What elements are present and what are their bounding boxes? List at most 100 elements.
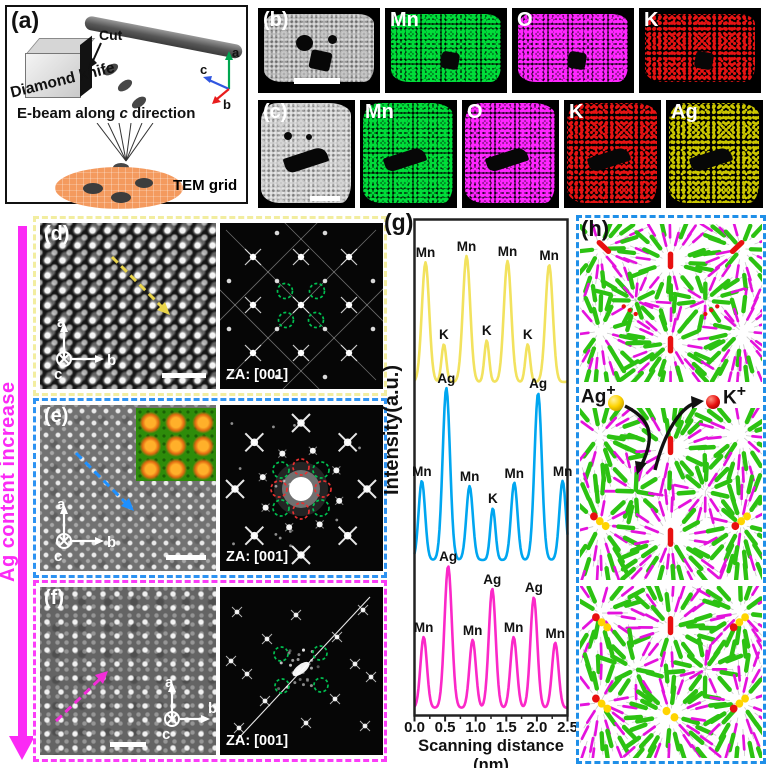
scale-bar xyxy=(294,78,340,84)
mno6-rod xyxy=(602,447,613,468)
mno6-rod xyxy=(583,295,594,314)
ebeam-label: E-beam along c direction xyxy=(17,105,196,122)
mno6-rod xyxy=(591,306,600,325)
mno6-rod xyxy=(721,336,736,352)
mno6-rod-thin xyxy=(699,735,714,746)
mno6-rod xyxy=(746,596,762,610)
mno6-rod xyxy=(674,544,687,563)
mno6-rod-thin xyxy=(704,649,709,666)
mno6-rod xyxy=(612,599,632,610)
peak-label: Ag xyxy=(524,580,543,596)
mno6-rod-thin xyxy=(690,717,707,722)
mno6-rod xyxy=(603,371,610,382)
mno6-rod-thin xyxy=(609,706,624,715)
mno6-rod xyxy=(695,265,715,273)
mno6-rod xyxy=(747,740,755,758)
mno6-rod-thin xyxy=(613,450,625,464)
mno6-rod-thin xyxy=(678,723,691,737)
mno6-rod xyxy=(675,365,684,382)
mno6-rod-thin xyxy=(611,510,627,520)
map-element-label: K xyxy=(644,9,659,31)
mno6-rod xyxy=(746,474,755,495)
mno6-rod-thin xyxy=(592,545,598,562)
fft-spot xyxy=(297,349,305,357)
scale-bar xyxy=(162,373,206,378)
x-tick-label: 1.0 xyxy=(465,719,487,736)
mno6-rod xyxy=(724,628,736,648)
fft-spot xyxy=(277,687,281,691)
panel-a-label: (a) xyxy=(11,7,40,33)
mno6-rod-thin xyxy=(707,266,720,278)
mno6-rod xyxy=(593,288,613,297)
mno6-rod-thin xyxy=(699,224,714,232)
mno6-rod xyxy=(716,586,732,602)
mno6-rod xyxy=(621,549,640,560)
mno6-rod-thin xyxy=(623,286,635,299)
panel-b-haadf: (b) xyxy=(258,8,380,93)
mno6-rod xyxy=(676,564,685,580)
mno6-rod-thin xyxy=(620,615,637,621)
mno6-rod xyxy=(626,640,635,661)
mno6-rod xyxy=(749,525,762,533)
graphic-primitive xyxy=(220,223,318,321)
mno6-rod xyxy=(749,494,762,513)
mno6-rod xyxy=(751,224,762,239)
mno6-rod-thin xyxy=(644,525,660,534)
map-element-label: Mn xyxy=(365,101,394,123)
peak-label: Mn xyxy=(503,620,524,635)
mno6-rod xyxy=(621,724,637,741)
mno6-rod xyxy=(583,461,593,481)
fft-spot xyxy=(322,374,328,380)
mno6-rod xyxy=(640,698,658,711)
crystal-structure-k-rich xyxy=(580,224,762,382)
mno6-rod xyxy=(642,247,660,259)
mno6-rod-thin xyxy=(671,586,675,597)
ag-ion-label: Ag+ xyxy=(581,382,616,408)
graphic-primitive xyxy=(220,289,320,389)
peak-label: K xyxy=(487,491,498,507)
mno6-rod xyxy=(590,283,598,303)
zone-axis-label: ZA: [001] xyxy=(226,733,289,749)
eds-map xyxy=(645,14,755,82)
fft-spot xyxy=(238,467,242,470)
mno6-rod-thin xyxy=(581,617,595,630)
guest-ion-capsule xyxy=(729,239,745,255)
mno6-rod xyxy=(688,730,705,745)
fft-spot xyxy=(274,532,278,536)
mno6-rod xyxy=(659,224,667,238)
mno6-rod-thin xyxy=(664,488,669,506)
mno6-rod-thin xyxy=(670,651,674,668)
mno6-rod-thin xyxy=(622,256,638,265)
x-tick-label: 1.5 xyxy=(495,719,517,736)
mno6-rod xyxy=(580,502,589,515)
mno6-rod xyxy=(670,563,676,580)
mno6-rod xyxy=(748,677,762,694)
mno6-rod-thin xyxy=(635,449,651,454)
graphic-primitive xyxy=(261,503,270,513)
mno6-rod-thin xyxy=(750,295,759,310)
panel-e-label: (e) xyxy=(44,405,69,427)
fft-spot xyxy=(309,666,313,670)
mno6-rod-thin xyxy=(724,309,735,323)
peak-label: Mn xyxy=(459,469,480,485)
mno6-rod xyxy=(750,612,762,618)
mno6-rod-thin xyxy=(745,718,753,735)
mno6-rod-thin xyxy=(696,588,711,598)
mno6-rod-thin xyxy=(643,658,659,667)
panel-b-map-mn: Mn xyxy=(385,8,507,93)
mno6-rod xyxy=(628,452,648,461)
mno6-rod-thin xyxy=(620,586,635,597)
mno6-rod-thin xyxy=(611,306,625,316)
mno6-rod xyxy=(726,553,735,574)
guest-ion-sphere xyxy=(703,311,708,317)
mno6-rod xyxy=(580,632,589,651)
guest-ion-sphere xyxy=(729,704,738,713)
mno6-rod xyxy=(663,663,670,684)
mno6-rod xyxy=(741,294,748,314)
grid-sample xyxy=(135,178,153,188)
mno6-rod xyxy=(708,453,724,470)
mno6-rod xyxy=(604,566,611,580)
graphic-primitive xyxy=(284,223,383,322)
mno6-rod xyxy=(686,546,704,559)
mno6-rod xyxy=(608,676,623,693)
